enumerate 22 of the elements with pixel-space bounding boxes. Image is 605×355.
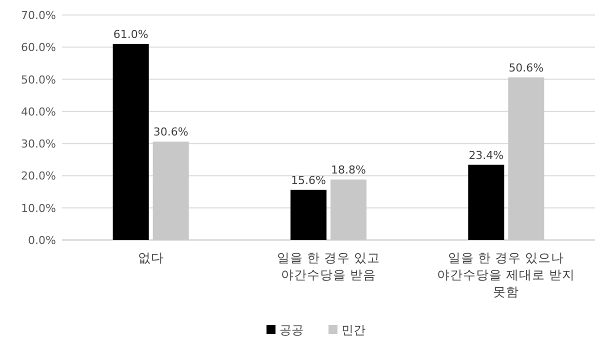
- legend-label: 민간: [342, 323, 366, 337]
- legend-label: 공공: [280, 323, 304, 337]
- bar: [290, 190, 326, 240]
- data-label: 23.4%: [468, 148, 504, 162]
- y-tick-label: 40.0%: [21, 105, 56, 118]
- data-label: 15.6%: [291, 174, 326, 187]
- y-tick-label: 0.0%: [28, 234, 56, 247]
- x-tick-label: 없다: [138, 250, 164, 265]
- x-tick-label: 일을 한 경우 있고 야간수당을 받음: [277, 250, 380, 282]
- y-tick-label: 20.0%: [21, 170, 56, 183]
- x-tick-label: 일을 한 경우 있으나 야간수당을 제대로 받지 못함: [437, 250, 576, 299]
- y-tick-label: 30.0%: [21, 138, 56, 151]
- y-tick-label: 50.0%: [21, 73, 56, 86]
- bar: [112, 44, 149, 240]
- y-tick-label: 60.0%: [21, 41, 56, 54]
- data-label: 30.6%: [153, 126, 188, 139]
- data-label: 18.8%: [331, 164, 366, 177]
- data-label: 61.0%: [113, 28, 148, 41]
- y-tick-label: 70.0%: [21, 9, 56, 22]
- bar: [468, 164, 504, 240]
- data-label: 50.6%: [508, 61, 544, 74]
- y-tick-label: 10.0%: [21, 202, 56, 215]
